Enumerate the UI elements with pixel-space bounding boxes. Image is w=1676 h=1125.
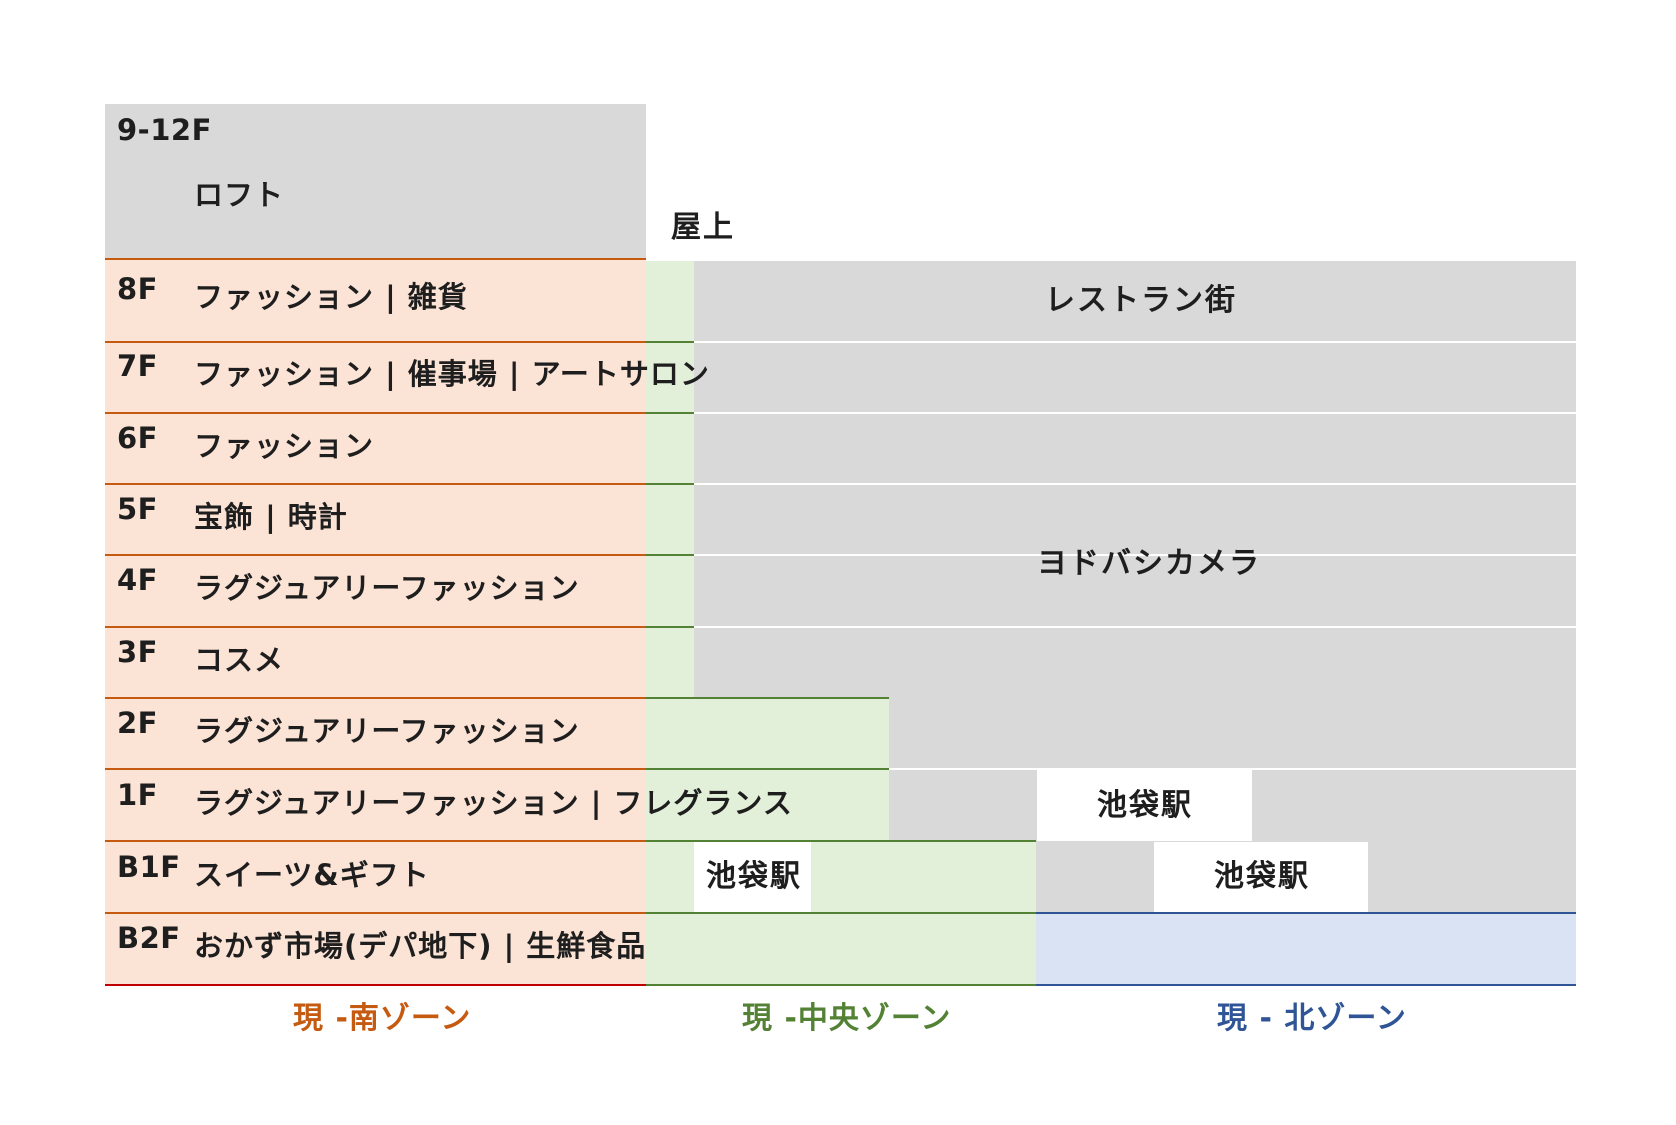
south-zone-block	[105, 259, 646, 985]
center-separator	[646, 768, 889, 770]
north-zone-block	[1036, 913, 1576, 985]
station-b1f-north-box	[1154, 842, 1368, 912]
station-b1f-center-label: 池袋駅	[706, 859, 802, 894]
floor-separator	[105, 258, 646, 260]
floor-desc: ファッション	[194, 429, 375, 463]
restaurant-label: レストラン街	[1045, 283, 1237, 318]
floor-desc: ラグジュアリーファッション | フレグランス	[194, 786, 793, 820]
floor-separator	[105, 483, 646, 485]
center-separator	[646, 341, 694, 343]
gray-separator	[889, 768, 1576, 770]
floor-separator	[105, 341, 646, 343]
floor-desc: 宝飾 | 時計	[194, 500, 348, 534]
gray-separator	[694, 341, 1576, 343]
north-baseline	[1036, 984, 1576, 986]
south-baseline	[105, 984, 646, 986]
floor-label: 4F	[117, 563, 158, 597]
floor-label: 7F	[117, 349, 158, 383]
station-b1f-north-label: 池袋駅	[1214, 859, 1310, 894]
gray-separator	[694, 626, 1576, 628]
floor-label: 5F	[117, 492, 158, 526]
center-separator	[646, 412, 694, 414]
rooftop-label: 屋上	[671, 210, 735, 245]
floor-label: 6F	[117, 421, 158, 455]
floor-desc: スイーツ&ギフト	[194, 858, 430, 892]
yodobashi-label: ヨドバシカメラ	[1037, 546, 1261, 581]
floor-separator	[105, 840, 646, 842]
center-separator	[646, 697, 889, 699]
floor-separator	[105, 697, 646, 699]
floor-desc: ロフト	[194, 178, 285, 212]
floor-label: B1F	[117, 850, 181, 884]
floor-desc: ラグジュアリーファッション	[194, 571, 580, 605]
floor-desc: コスメ	[194, 643, 285, 677]
floor-desc: ファッション | 催事場 | アートサロン	[194, 357, 710, 391]
yodobashi-block-upper	[694, 343, 1576, 698]
center-baseline	[646, 984, 1036, 986]
floor-9-12f-block	[105, 104, 646, 259]
gray-separator	[694, 412, 1576, 414]
floor-label: 3F	[117, 635, 158, 669]
floor-desc: ラグジュアリーファッション	[194, 714, 580, 748]
floor-label: 2F	[117, 706, 158, 740]
station-1f-box	[1037, 770, 1252, 841]
center-separator	[646, 626, 694, 628]
floor-label: 1F	[117, 778, 158, 812]
center-separator	[646, 912, 1036, 914]
floor-label: 8F	[117, 272, 158, 306]
floor-separator	[105, 768, 646, 770]
zone-label-south: 現 -南ゾーン	[293, 1001, 472, 1036]
center-separator	[646, 483, 694, 485]
zone-label-north: 現 - 北ゾーン	[1217, 1001, 1407, 1036]
floor-separator	[105, 626, 646, 628]
center-separator	[646, 840, 1036, 842]
gray-separator	[694, 483, 1576, 485]
station-1f-label: 池袋駅	[1097, 788, 1193, 823]
restaurant-block	[694, 261, 1576, 342]
north-separator	[1036, 912, 1576, 914]
zone-label-center: 現 -中央ゾーン	[742, 1001, 952, 1036]
station-b1f-center-box	[694, 842, 811, 912]
floor-separator	[105, 412, 646, 414]
floor-desc: ファッション | 雑貨	[194, 280, 468, 314]
floor-label: B2F	[117, 921, 181, 955]
floor-label: 9-12F	[117, 113, 212, 147]
floor-separator	[105, 912, 646, 914]
floor-desc: おかず市場(デパ地下) | 生鮮食品	[194, 929, 647, 963]
center-zone-upper-block	[646, 261, 694, 698]
gray-separator	[694, 554, 1576, 556]
center-separator	[646, 554, 694, 556]
floor-separator	[105, 554, 646, 556]
